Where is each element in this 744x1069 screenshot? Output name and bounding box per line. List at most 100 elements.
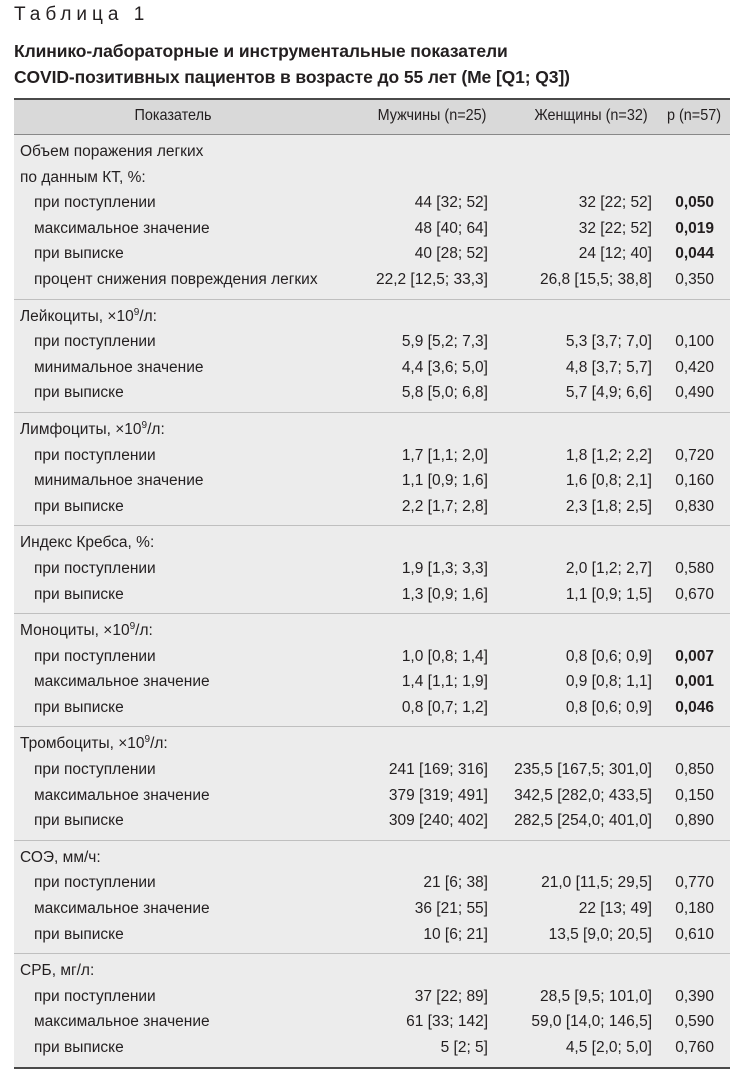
table-row: максимальное значение 36 [21; 55] 22 [13; … — [14, 896, 730, 922]
table-row: при поступлении 1,0 [0,8; 1,4] 0,8 [0,6; 0… — [14, 644, 730, 670]
women-value: 4,5 [2,0; 5,0] — [565, 1039, 652, 1056]
p-value: 0,770 — [675, 874, 714, 892]
p-value: 0,590 — [675, 1013, 714, 1031]
indicator-group: СОЭ, мм/ч: при поступлении 21 [6; 38] 21,0 … — [14, 840, 730, 955]
women-value: 1,6 [0,8; 2,1] — [565, 472, 652, 490]
row-label: при выписке — [34, 245, 124, 263]
group-title: Моноциты, ×109/л: — [14, 618, 730, 644]
men-value: 22,2 [12,5; 33,3] — [375, 270, 488, 288]
table-title-line-1: Клинико-лабораторные и инструментальные … — [14, 41, 508, 61]
group-title-text: СРБ, мг/л: — [20, 962, 95, 980]
women-value: 59,0 [14,0; 146,5] — [531, 1013, 652, 1031]
group-title-exponent: 9 — [129, 621, 136, 633]
row-label: при поступлении — [34, 559, 156, 577]
row-label: при выписке — [34, 698, 124, 716]
row-label: при поступлении — [34, 761, 156, 779]
p-value: 0,019 — [675, 219, 714, 237]
men-value: 1,4 [1,1; 1,9] — [401, 673, 488, 691]
p-value: 0,044 — [675, 245, 714, 263]
women-value: 2,0 [1,2; 2,7] — [565, 559, 652, 577]
group-title-unit: /л: — [135, 622, 153, 640]
women-value: 0,9 [0,8; 1,1] — [565, 673, 652, 691]
men-value: 37 [22; 89] — [414, 987, 488, 1005]
group-title-text: Моноциты, ×10 — [20, 622, 130, 640]
indicator-group: Объем поражения легких по данным КТ, %: пр… — [14, 135, 730, 300]
row-label: при выписке — [34, 497, 124, 515]
women-value: 4,8 [3,7; 5,7] — [565, 358, 652, 376]
table-row: при выписке 0,8 [0,7; 1,2] 0,8 [0,6; 0,9] 0… — [14, 695, 730, 721]
row-label: минимальное значение — [34, 472, 204, 490]
women-value: 2,3 [1,8; 2,5] — [565, 497, 652, 515]
p-value: 0,580 — [675, 559, 714, 577]
p-value: 0,001 — [675, 673, 714, 691]
table-row: при поступлении 44 [32; 52] 32 [22; 52] 0,0… — [14, 190, 730, 216]
header-indicator: Показатель — [134, 107, 212, 124]
men-value: 0,8 [0,7; 1,2] — [401, 698, 488, 716]
row-label: максимальное значение — [34, 673, 210, 691]
data-table: Показатель Мужчины (n=25) Женщины (n=32)… — [14, 98, 730, 1069]
table-row: максимальное значение 48 [40; 64] 32 [22; … — [14, 216, 730, 242]
men-value: 61 [33; 142] — [406, 1013, 488, 1031]
table-row: при выписке 2,2 [1,7; 2,8] 2,3 [1,8; 2,5] 0… — [14, 494, 730, 520]
table-row: максимальное значение 1,4 [1,1; 1,9] 0,9 [… — [14, 669, 730, 695]
table-row: при выписке 5,8 [5,0; 6,8] 5,7 [4,9; 6,6] 0… — [14, 380, 730, 406]
p-value: 0,670 — [675, 585, 714, 603]
group-title-text: Лейкоциты, ×10 — [20, 307, 134, 325]
men-value: 40 [28; 52] — [414, 245, 488, 263]
indicator-group: Лимфоциты, ×109/л: при поступлении 1,7 [1,… — [14, 412, 730, 527]
men-value: 309 [240; 402] — [388, 812, 488, 830]
men-value: 1,3 [0,9; 1,6] — [401, 585, 488, 603]
table-row: при выписке 5 [2; 5] 4,5 [2,0; 5,0] 0,760 — [14, 1035, 730, 1061]
indicator-group: Моноциты, ×109/л: при поступлении 1,0 [0,8… — [14, 614, 730, 728]
p-value: 0,046 — [675, 698, 714, 716]
p-value: 0,420 — [675, 358, 714, 376]
men-value: 1,1 [0,9; 1,6] — [401, 472, 488, 490]
group-title-text: Лимфоциты, ×10 — [20, 420, 142, 438]
header-p: p (n=57) — [666, 107, 722, 124]
row-label: при выписке — [34, 1039, 124, 1056]
header-women: Женщины (n=32) — [534, 107, 648, 124]
p-value: 0,180 — [675, 900, 714, 918]
group-title: Лимфоциты, ×109/л: — [14, 417, 730, 443]
group-title-unit: /л: — [139, 307, 157, 325]
women-value: 5,7 [4,9; 6,6] — [565, 384, 652, 402]
row-label: процент снижения повреждения легких — [34, 270, 318, 288]
row-label: при поступлении — [34, 194, 156, 212]
table-row: при поступлении 1,9 [1,3; 3,3] 2,0 [1,2; 2… — [14, 556, 730, 582]
table-row: при поступлении 1,7 [1,1; 2,0] 1,8 [1,2; 2… — [14, 443, 730, 469]
women-value: 32 [22; 52] — [578, 219, 652, 237]
women-value: 282,5 [254,0; 401,0] — [514, 812, 652, 830]
men-value: 5,9 [5,2; 7,3] — [401, 333, 488, 351]
men-value: 2,2 [1,7; 2,8] — [401, 497, 488, 515]
table-row: при выписке 1,3 [0,9; 1,6] 1,1 [0,9; 1,5] 0… — [14, 582, 730, 608]
group-title: по данным КТ, %: — [20, 168, 146, 186]
group-title: СРБ, мг/л: — [14, 958, 730, 984]
group-title: Индекс Кребса, %: — [14, 530, 730, 556]
men-value: 5 [2; 5] — [440, 1039, 488, 1056]
men-value: 21 [6; 38] — [423, 874, 488, 892]
group-title-exponent: 9 — [144, 734, 151, 746]
women-value: 22 [13; 49] — [578, 900, 652, 918]
row-label: при поступлении — [34, 987, 156, 1005]
men-value: 5,8 [5,0; 6,8] — [401, 384, 488, 402]
table-header: Показатель Мужчины (n=25) Женщины (n=32)… — [14, 100, 730, 135]
women-value: 24 [12; 40] — [578, 245, 652, 263]
p-value: 0,760 — [675, 1039, 714, 1056]
table-row: при поступлении 241 [169; 316] 235,5 [167,… — [14, 757, 730, 783]
women-value: 0,8 [0,6; 0,9] — [565, 647, 652, 665]
table-row: при поступлении 37 [22; 89] 28,5 [9,5; 101… — [14, 984, 730, 1010]
women-value: 21,0 [11,5; 29,5] — [541, 874, 652, 892]
document-page: Таблица 1 Клинико-лабораторные и инструм… — [14, 4, 730, 1069]
table-row: процент снижения повреждения легких 22,2 … — [14, 267, 730, 293]
group-title-text: СОЭ, мм/ч: — [20, 848, 101, 866]
table-row: минимальное значение 1,1 [0,9; 1,6] 1,6 [0… — [14, 468, 730, 494]
p-value: 0,490 — [675, 384, 714, 402]
men-value: 1,7 [1,1; 2,0] — [401, 446, 488, 464]
men-value: 48 [40; 64] — [414, 219, 488, 237]
row-label: при поступлении — [34, 874, 156, 892]
group-title: Лейкоциты, ×109/л: — [14, 304, 730, 330]
women-value: 1,1 [0,9; 1,5] — [565, 585, 652, 603]
p-value: 0,100 — [675, 333, 714, 351]
indicator-group: СРБ, мг/л: при поступлении 37 [22; 89] 28,5… — [14, 954, 730, 1069]
table-title-line-2: COVID-позитивных пациентов в возрасте до… — [14, 67, 570, 87]
